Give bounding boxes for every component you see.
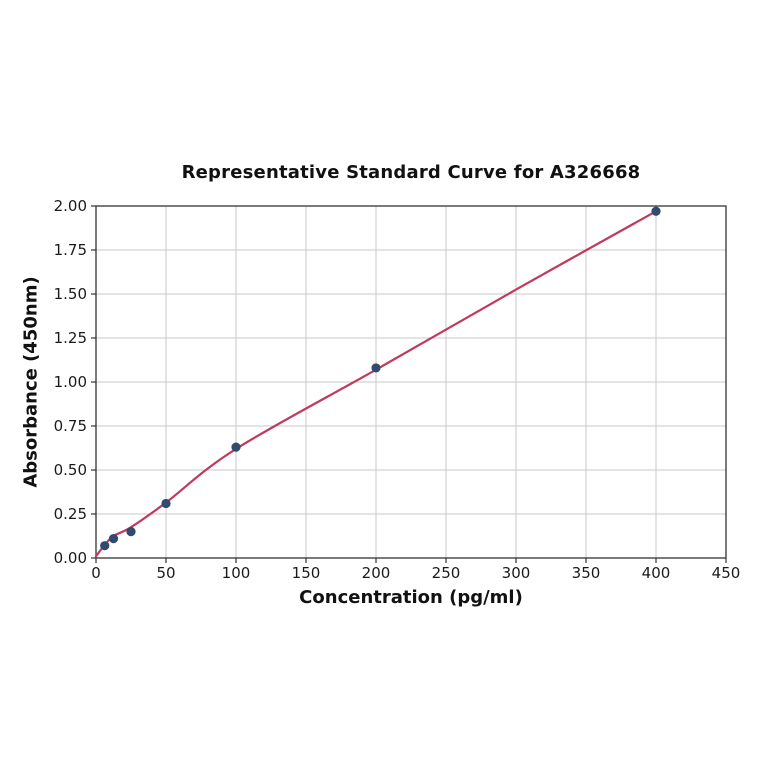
y-tick-label: 0.25 xyxy=(54,505,87,523)
data-point xyxy=(231,442,241,452)
data-point xyxy=(108,534,119,544)
data-point xyxy=(161,498,171,509)
x-tick-label: 50 xyxy=(156,564,175,582)
plot-border xyxy=(95,205,727,559)
x-tick-label: 450 xyxy=(712,564,741,582)
data-point xyxy=(651,206,661,216)
x-tick-label: 300 xyxy=(502,564,531,582)
y-tick-label: 0.50 xyxy=(54,461,87,479)
x-tick-label: 0 xyxy=(91,564,101,582)
y-tick-label: 1.50 xyxy=(54,285,87,303)
y-tick-label: 1.75 xyxy=(54,241,87,259)
y-tick-label: 2.00 xyxy=(54,197,87,215)
y-axis-label: Absorbance (450nm) xyxy=(20,276,42,488)
y-tick-label: 0.75 xyxy=(54,417,87,435)
y-tick-label: 0.00 xyxy=(54,549,87,567)
data-point xyxy=(100,541,110,551)
y-tick-label: 1.25 xyxy=(54,329,87,347)
x-tick-label: 100 xyxy=(222,564,251,582)
x-axis-label: Concentration (pg/ml) xyxy=(299,587,523,608)
x-tick-label: 250 xyxy=(432,564,461,582)
chart-title: Representative Standard Curve for A32666… xyxy=(181,162,641,183)
x-tick-label: 150 xyxy=(292,564,321,582)
data-point xyxy=(126,527,136,537)
x-tick-label: 200 xyxy=(362,564,391,582)
x-tick-label: 350 xyxy=(572,564,601,582)
y-tick-label: 1.00 xyxy=(54,373,87,391)
x-tick-label: 400 xyxy=(642,564,671,582)
data-point xyxy=(371,363,381,373)
